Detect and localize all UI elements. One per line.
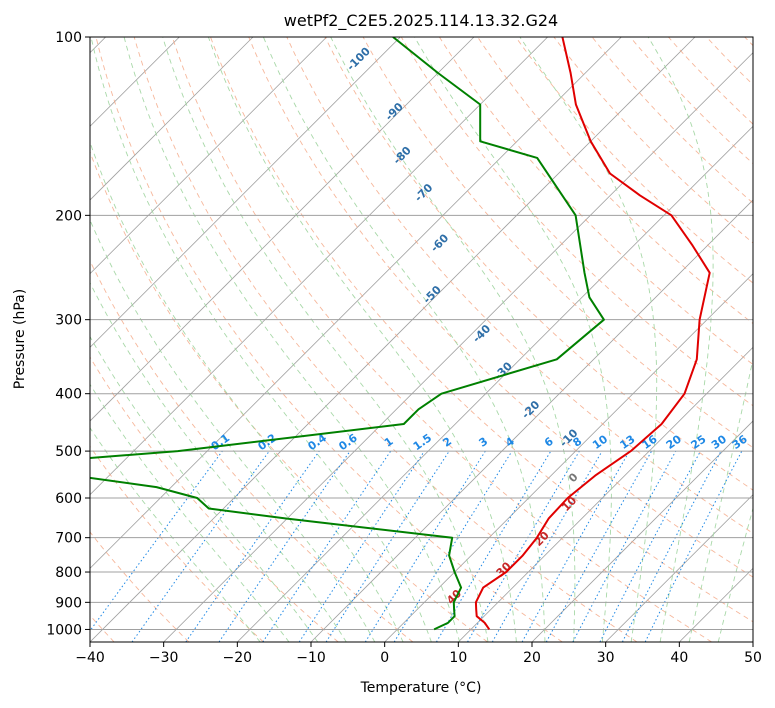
moist-adiabat-line	[162, 37, 489, 642]
background-lines	[90, 37, 753, 642]
x-axis-title: Temperature (°C)	[360, 680, 482, 696]
moist-adiabat-line	[90, 383, 290, 642]
x-tick-label: 10	[449, 650, 467, 666]
moist-adiabat-line	[330, 37, 576, 642]
mixing-ratio-line	[218, 450, 351, 642]
dewpoint-profile	[90, 37, 605, 631]
mixing-ratio-line	[185, 450, 320, 642]
mixing-ratio-line	[491, 450, 603, 642]
y-tick-label: 1000	[46, 622, 82, 638]
moist-adiabat-line	[414, 37, 612, 642]
isotherm-line	[90, 37, 622, 569]
dry-adiabat-line	[248, 37, 753, 578]
dry-adiabat-line	[90, 531, 190, 642]
y-tick-label: 200	[55, 208, 82, 224]
chart-title: wetPf2_C2E5.2025.114.13.32.G24	[284, 11, 558, 31]
isotherm-line	[90, 37, 548, 496]
dry-adiabat-line	[439, 37, 753, 365]
isotherm-line	[384, 273, 753, 642]
isotherm-line	[90, 37, 254, 201]
dry-adiabat-line	[210, 37, 753, 623]
y-tick-label: 400	[55, 387, 82, 403]
y-tick-label: 100	[55, 30, 82, 46]
x-tick-label: 0	[380, 650, 389, 666]
isotherm-line	[90, 37, 696, 642]
x-tick-label: −10	[296, 650, 326, 666]
mixing-ratio-line	[545, 450, 653, 642]
y-tick-label: 900	[55, 595, 82, 611]
temperature-profile	[474, 37, 711, 630]
x-tick-label: 40	[670, 650, 688, 666]
x-tick-label: 50	[744, 650, 762, 666]
y-tick-label: 600	[55, 491, 82, 507]
dry-adiabat-line	[95, 37, 563, 642]
x-tick-label: 30	[597, 650, 615, 666]
x-tick-label: −30	[149, 650, 179, 666]
moist-adiabat-line	[90, 37, 432, 642]
mixing-ratio-line	[364, 450, 486, 642]
x-tick-label: −20	[223, 650, 253, 666]
moist-adiabat-line	[519, 37, 658, 642]
moist-adiabat-line	[90, 335, 319, 642]
y-tick-label: 700	[55, 531, 82, 547]
moist-adiabat-line	[207, 37, 517, 642]
x-tick-label: −40	[75, 650, 105, 666]
isotherm-line	[605, 494, 753, 642]
mixing-ratio-line	[325, 450, 450, 642]
x-tick-label: 20	[523, 650, 541, 666]
moist-adiabat-line	[90, 427, 261, 642]
dry-adiabat-line	[362, 37, 753, 449]
y-axis-title: Pressure (hPa)	[12, 289, 28, 389]
isotherm-line	[531, 420, 753, 642]
mixing-ratio-line	[572, 450, 677, 642]
y-tick-label: 300	[55, 313, 82, 329]
mixing-ratio-line	[521, 450, 630, 642]
dry-adiabat-line	[286, 37, 753, 534]
y-tick-label: 500	[55, 444, 82, 460]
moist-adiabat-line	[90, 218, 376, 642]
y-axis: 100 200 300 400 500 600 700 800 900 1000	[46, 30, 90, 638]
moist-adiabat-line	[262, 37, 546, 642]
dry-adiabat-line	[324, 37, 753, 491]
moist-adiabat-line	[123, 37, 461, 642]
mixing-ratio-line	[131, 450, 270, 642]
dry-adiabat-line	[90, 259, 414, 642]
y-tick-label: 800	[55, 565, 82, 581]
dry-adiabat-line	[133, 37, 638, 642]
profiles	[90, 37, 711, 631]
mixing-ratio-line	[467, 450, 580, 642]
isotherm-line	[458, 346, 753, 642]
isotherm-line	[90, 37, 327, 275]
isotherm-line	[90, 37, 401, 348]
mixing-ratio-line	[90, 450, 223, 632]
moist-adiabat-line	[90, 140, 404, 642]
plot-frame	[89, 36, 754, 643]
dry-adiabat-line	[400, 37, 753, 407]
isotherm-line	[237, 125, 753, 642]
x-axis: −40 −30 −20 −10 0 10 20 30 40 50	[75, 642, 762, 666]
mixing-ratio-line	[393, 450, 513, 642]
moist-adiabat-line	[647, 37, 714, 642]
dry-adiabat-line	[90, 356, 339, 642]
isotherm-line	[163, 52, 753, 642]
isotherm-line	[90, 37, 475, 422]
